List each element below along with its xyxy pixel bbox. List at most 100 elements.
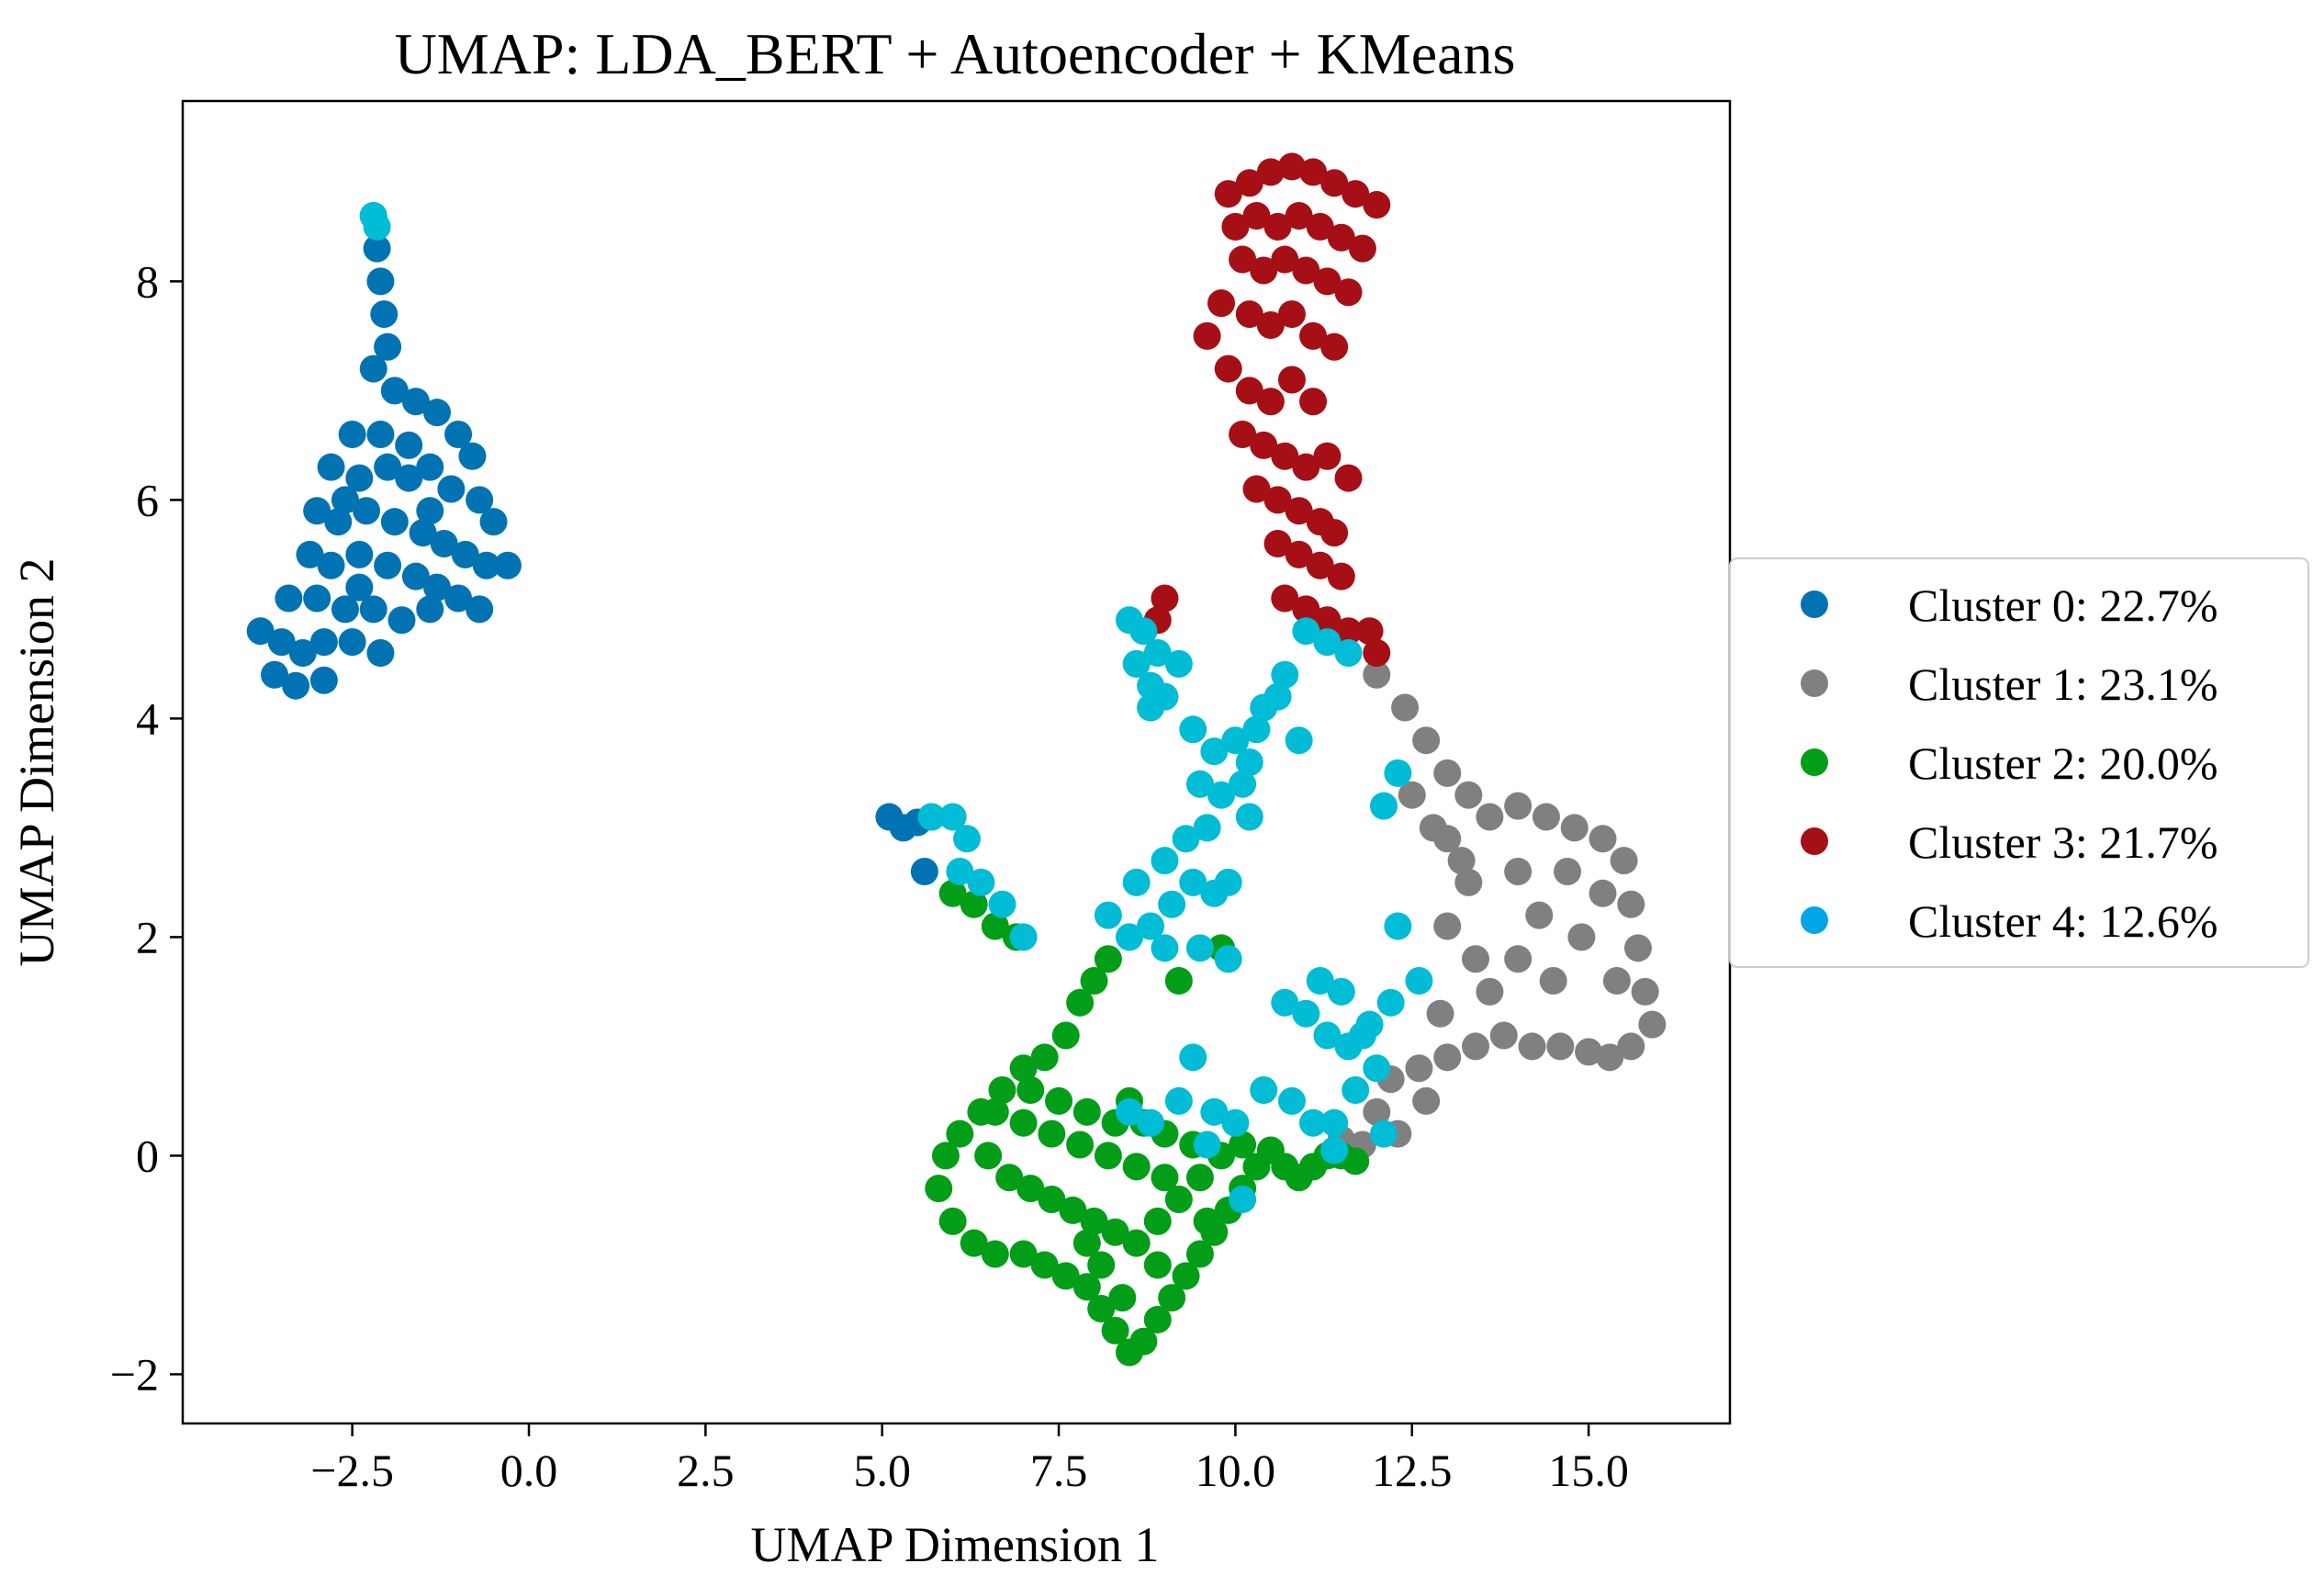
point-cluster-4-57 [1221,1108,1250,1137]
point-cluster-2-51 [1185,1164,1214,1192]
point-cluster-4-69 [967,868,995,896]
point-cluster-3-19 [1271,245,1299,274]
point-cluster-3-48 [1271,584,1299,613]
point-cluster-3-52 [1355,617,1384,646]
point-cluster-4-41 [1405,967,1433,995]
point-cluster-2-63 [1072,1097,1101,1126]
point-cluster-4-1 [363,212,391,241]
point-cluster-0-55 [416,497,444,525]
point-cluster-3-51 [1334,617,1363,646]
point-cluster-1-14 [1638,1010,1667,1039]
point-cluster-4-72 [1116,1097,1144,1126]
point-cluster-0-45 [288,638,317,667]
point-cluster-0-6 [380,377,409,405]
point-cluster-0-19 [479,508,508,536]
x-tick-label: 0.0 [500,1445,558,1496]
point-cluster-0-11 [338,420,366,448]
point-cluster-0-35 [444,584,473,613]
point-cluster-2-62 [1045,1086,1073,1115]
point-cluster-4-65 [917,803,946,831]
point-cluster-2-15 [938,1207,967,1235]
point-cluster-2-70 [1193,1207,1221,1235]
point-cluster-1-15 [1617,1032,1645,1061]
point-cluster-1-31 [1462,945,1490,973]
point-cluster-2-66 [1143,1251,1172,1279]
point-cluster-0-28 [493,551,522,579]
point-cluster-3-30 [1214,354,1242,383]
legend-marker-cluster-1 [1801,669,1828,697]
point-cluster-4-62 [1229,1186,1257,1214]
point-cluster-0-52 [331,486,359,514]
y-tick-label: 2 [136,911,159,962]
point-cluster-1-38 [1589,879,1617,907]
y-axis-label: UMAP Dimension 2 [9,557,64,966]
point-cluster-2-0 [938,879,967,907]
point-cluster-0-14 [374,453,402,481]
legend-label-cluster-0: Cluster 0: 22.7% [1908,579,2217,631]
point-cluster-0-46 [309,628,338,657]
point-cluster-3-20 [1292,256,1320,285]
point-cluster-2-57 [1066,1130,1095,1159]
point-cluster-0-10 [458,442,487,470]
point-cluster-3-37 [1271,442,1299,470]
point-cluster-0-38 [303,584,331,613]
point-cluster-4-9 [1137,693,1165,722]
point-cluster-2-13 [931,1142,960,1170]
point-cluster-0-34 [422,573,451,602]
point-cluster-0-18 [466,486,494,514]
point-cluster-1-9 [1589,825,1617,853]
point-cluster-0-25 [430,529,458,557]
point-cluster-0-48 [366,638,395,667]
point-cluster-0-44 [267,628,296,657]
point-cluster-2-16 [960,1229,988,1257]
point-cluster-0-56 [345,573,374,602]
point-cluster-1-46 [1447,847,1476,875]
point-cluster-3-28 [1320,332,1349,361]
point-cluster-2-6 [1066,988,1095,1017]
point-cluster-3-14 [1306,212,1334,241]
point-cluster-3-38 [1292,453,1320,481]
point-cluster-4-34 [1313,628,1342,657]
point-cluster-3-0 [1151,584,1179,613]
point-cluster-3-22 [1334,278,1363,307]
point-cluster-0-39 [331,595,359,624]
point-cluster-1-20 [1489,1021,1518,1050]
point-cluster-0-23 [380,508,409,536]
point-cluster-3-6 [1299,158,1328,186]
point-cluster-2-5 [1080,967,1108,995]
point-cluster-4-47 [1271,988,1299,1017]
point-cluster-4-56 [1250,1076,1278,1105]
point-cluster-1-12 [1623,934,1652,962]
point-cluster-0-24 [409,519,437,547]
point-cluster-3-44 [1263,529,1292,557]
point-cluster-4-29 [1214,945,1242,973]
point-cluster-1-2 [1412,726,1441,755]
point-cluster-0-9 [444,420,473,448]
points-layer [246,152,1667,1367]
point-cluster-4-35 [1334,638,1363,667]
x-tick-label: 10.0 [1196,1445,1276,1496]
point-cluster-3-54 [1320,519,1349,547]
point-cluster-2-7 [1051,1021,1080,1050]
point-cluster-1-37 [1567,923,1596,951]
point-cluster-2-18 [1009,1240,1038,1268]
point-cluster-3-41 [1263,486,1292,514]
point-cluster-2-17 [981,1240,1009,1268]
point-cluster-4-38 [1384,759,1412,787]
point-cluster-2-12 [946,1119,974,1148]
point-cluster-4-22 [1158,890,1186,918]
point-cluster-4-15 [1207,781,1236,809]
point-cluster-4-68 [946,858,974,886]
point-cluster-1-45 [1426,999,1454,1028]
point-cluster-0-8 [422,399,451,427]
point-cluster-0-54 [395,431,423,459]
point-cluster-4-37 [1285,726,1313,755]
point-cluster-4-73 [1137,1108,1165,1137]
point-cluster-4-49 [1327,977,1355,1006]
point-cluster-4-11 [1200,737,1229,766]
point-cluster-0-30 [317,551,345,579]
point-cluster-4-33 [1292,617,1320,646]
point-cluster-0-51 [309,666,338,694]
point-cluster-0-47 [338,628,366,657]
